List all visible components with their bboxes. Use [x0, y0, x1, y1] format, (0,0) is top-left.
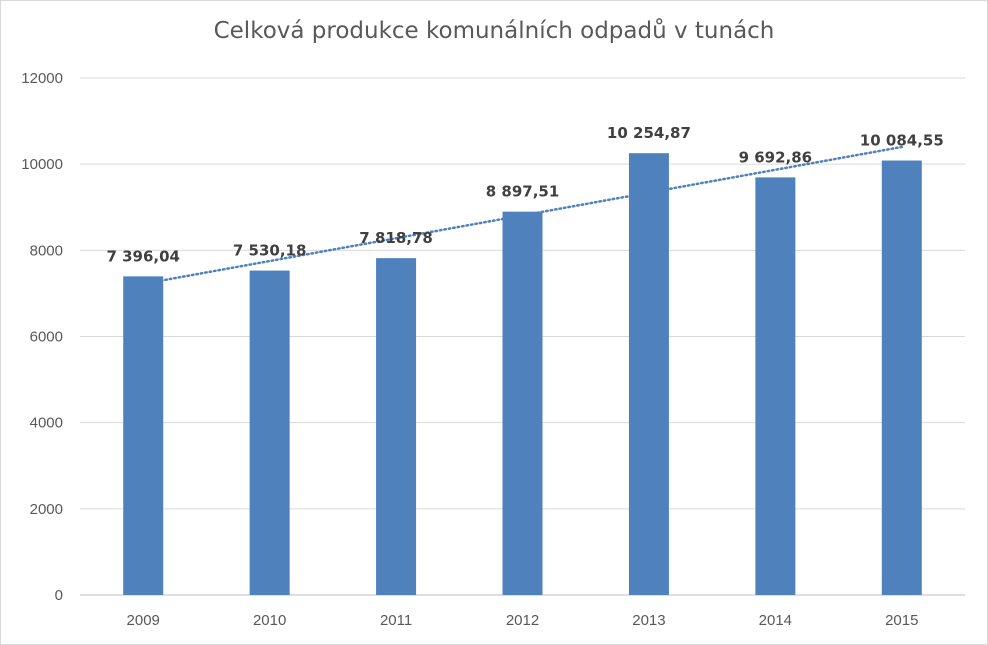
x-tick-label: 2011: [380, 612, 412, 629]
data-label: 8 897,51: [486, 183, 560, 201]
y-tick-label: 8000: [30, 242, 63, 259]
y-tick-label: 10000: [21, 156, 63, 173]
bar: [628, 153, 669, 595]
x-tick-label: 2010: [253, 612, 286, 629]
bar: [249, 270, 290, 595]
trendline: [141, 145, 904, 286]
bar: [376, 258, 417, 595]
data-label: 9 692,86: [739, 148, 813, 166]
x-tick-label: 2012: [506, 612, 539, 629]
chart-title: Celková produkce komunálních odpadů v tu…: [213, 18, 775, 44]
bar: [755, 177, 796, 595]
x-tick-label: 2015: [885, 612, 918, 629]
y-tick-label: 4000: [30, 415, 63, 432]
x-tick-label: 2009: [127, 612, 160, 629]
data-label: 7 530,18: [233, 242, 307, 260]
x-tick-label: 2013: [632, 612, 665, 629]
y-tick-label: 6000: [30, 329, 63, 346]
y-tick-label: 2000: [30, 501, 63, 518]
y-tick-label: 12000: [21, 70, 63, 87]
y-tick-label: 0: [55, 587, 63, 604]
data-label: 10 084,55: [860, 132, 944, 150]
bar: [502, 211, 543, 596]
data-label: 10 254,87: [607, 124, 691, 142]
x-tick-label: 2014: [759, 612, 792, 629]
data-label: 7 396,04: [106, 247, 180, 265]
bar: [123, 276, 164, 595]
data-label: 7 818,78: [359, 229, 433, 247]
bar: [881, 160, 922, 595]
